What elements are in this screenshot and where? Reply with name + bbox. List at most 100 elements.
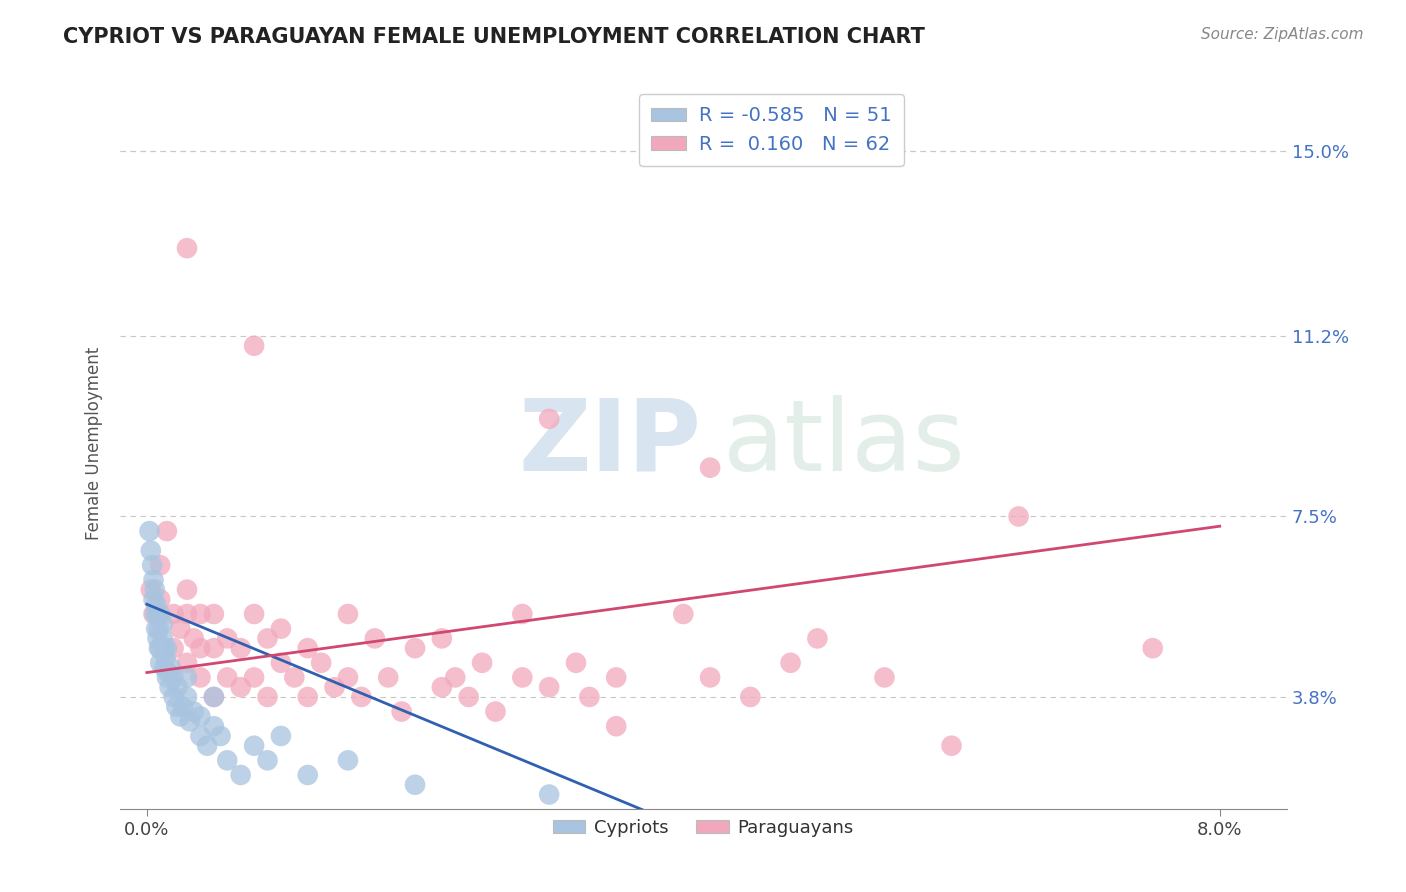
Point (217, 632, 239, 646)
Point (172, 699, 194, 714)
Point (141, 558, 163, 573)
Point (190, 709, 212, 723)
Point (166, 680, 188, 694)
Point (138, 524, 160, 538)
Point (512, 607, 534, 621)
Point (190, 670, 212, 684)
Point (190, 607, 212, 621)
Point (229, 680, 252, 694)
Point (143, 582, 166, 597)
Point (404, 641, 426, 656)
Point (142, 592, 165, 607)
Point (538, 680, 561, 694)
Point (160, 661, 183, 675)
Point (146, 632, 169, 646)
Point (152, 632, 174, 646)
Point (209, 729, 232, 743)
Point (165, 699, 187, 714)
Point (471, 656, 494, 670)
Point (672, 607, 695, 621)
Point (202, 607, 225, 621)
Point (202, 641, 225, 656)
Point (149, 656, 172, 670)
Point (699, 670, 721, 684)
Point (176, 656, 198, 670)
Point (176, 607, 198, 621)
Point (243, 739, 266, 753)
Point (699, 460, 721, 475)
Point (176, 582, 198, 597)
Point (190, 641, 212, 656)
Point (162, 670, 184, 684)
Point (217, 753, 239, 767)
Point (148, 641, 170, 656)
Point (364, 632, 387, 646)
Point (229, 768, 252, 782)
Point (145, 622, 167, 636)
Point (538, 412, 561, 426)
Point (156, 670, 179, 684)
Text: CYPRIOT VS PARAGUAYAN FEMALE UNEMPLOYMENT CORRELATION CHART: CYPRIOT VS PARAGUAYAN FEMALE UNEMPLOYMEN… (63, 27, 925, 46)
Text: atlas: atlas (723, 395, 965, 491)
Point (430, 680, 453, 694)
Point (146, 607, 169, 621)
Point (202, 690, 225, 704)
Point (149, 607, 172, 621)
Point (256, 753, 278, 767)
Point (444, 670, 467, 684)
Point (202, 690, 225, 704)
Point (156, 524, 179, 538)
Point (323, 680, 346, 694)
Point (256, 632, 278, 646)
Point (139, 543, 162, 558)
Point (256, 690, 278, 704)
Point (155, 651, 177, 665)
Point (605, 670, 627, 684)
Point (145, 597, 167, 611)
Point (149, 641, 172, 656)
Point (806, 632, 828, 646)
Point (229, 641, 252, 656)
Point (941, 739, 963, 753)
Point (457, 690, 479, 704)
Point (183, 705, 205, 719)
Point (139, 582, 162, 597)
Point (159, 680, 181, 694)
Point (148, 622, 170, 636)
Point (243, 339, 266, 353)
Point (243, 670, 266, 684)
Point (195, 739, 218, 753)
Text: ZIP: ZIP (519, 395, 702, 491)
Y-axis label: Female Unemployment: Female Unemployment (86, 347, 103, 540)
Point (1142, 641, 1164, 656)
Point (243, 607, 266, 621)
Point (1007, 509, 1029, 524)
Point (336, 670, 359, 684)
Point (270, 729, 292, 743)
Point (153, 661, 176, 675)
Point (350, 690, 373, 704)
Point (578, 690, 600, 704)
Point (283, 670, 305, 684)
Point (297, 768, 319, 782)
Point (740, 690, 762, 704)
Point (512, 670, 534, 684)
Point (176, 670, 198, 684)
Point (162, 690, 184, 704)
Point (404, 778, 426, 792)
Point (377, 670, 399, 684)
Point (153, 641, 176, 656)
Point (176, 690, 198, 704)
Point (391, 705, 413, 719)
Point (202, 719, 225, 733)
Point (297, 641, 319, 656)
Point (162, 641, 184, 656)
Point (605, 719, 627, 733)
Point (142, 573, 165, 587)
Point (336, 753, 359, 767)
Point (149, 558, 172, 573)
Point (190, 729, 212, 743)
Point (142, 607, 165, 621)
Text: Source: ZipAtlas.com: Source: ZipAtlas.com (1201, 27, 1364, 42)
Point (336, 607, 359, 621)
